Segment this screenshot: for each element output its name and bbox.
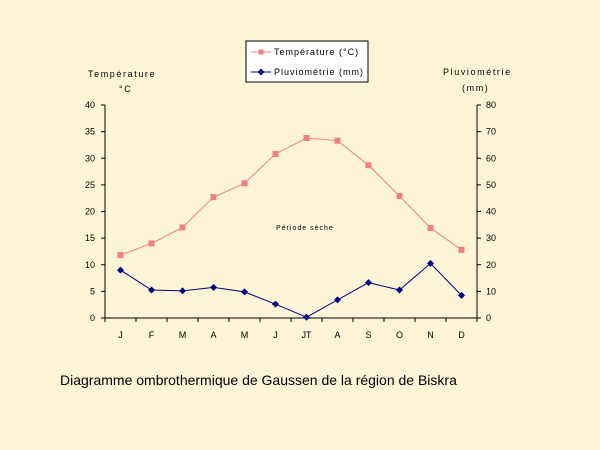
right-tick-label: 30	[486, 233, 496, 243]
x-tick-label: O	[396, 330, 403, 340]
temperature-point	[458, 246, 465, 253]
rain-point	[396, 286, 403, 294]
left-tick-label: 40	[85, 100, 95, 110]
x-tick-label: A	[210, 330, 216, 340]
rain-point	[148, 286, 155, 294]
left-tick-label: 0	[90, 313, 95, 323]
right-axis-title-line1: Pluviométrie	[443, 67, 512, 77]
rain-point	[427, 259, 434, 267]
temperature-point	[148, 240, 155, 247]
right-axis-title-line2: (mm)	[462, 83, 489, 93]
rain-point	[365, 279, 372, 287]
temperature-point	[396, 193, 403, 200]
rain-line	[120, 262, 462, 318]
x-tick-label: J	[273, 330, 278, 340]
temperature-point	[272, 150, 279, 157]
temperature-point	[241, 180, 248, 187]
x-axis-ticks: J F M A M J JT A S O N D	[104, 318, 478, 340]
left-tick-label: 5	[90, 286, 95, 296]
axes	[104, 105, 478, 319]
legend-label-rain: Pluviométrie (mm)	[274, 67, 364, 77]
legend-swatch-temperature-marker	[258, 49, 264, 55]
rain-point	[117, 266, 124, 274]
rain-point	[303, 313, 310, 321]
left-tick-label: 15	[85, 233, 95, 243]
left-tick-label: 30	[85, 153, 95, 163]
legend-box	[245, 40, 369, 83]
x-tick-label: J	[118, 330, 123, 340]
x-tick-label: M	[179, 330, 187, 340]
right-tick-label: 10	[486, 286, 496, 296]
right-tick-label: 40	[486, 207, 496, 217]
right-tick-label: 80	[486, 100, 496, 110]
left-axis-title-line1: Température	[88, 69, 156, 79]
right-tick-label: 60	[486, 153, 496, 163]
right-tick-label: 20	[486, 260, 496, 270]
series-rain	[117, 259, 465, 321]
x-tick-label: F	[149, 330, 155, 340]
chart-caption: Diagramme ombrothermique de Gaussen de l…	[60, 372, 457, 388]
x-tick-label: S	[365, 330, 371, 340]
right-tick-label: 70	[486, 127, 496, 137]
annotation-dry-period: Période sèche	[276, 225, 334, 232]
temperature-point	[427, 225, 434, 232]
rain-point	[241, 288, 248, 296]
x-tick-label: N	[427, 330, 434, 340]
temperature-point	[334, 137, 341, 144]
legend-swatch-rain-marker	[257, 68, 265, 76]
temperature-point	[179, 224, 186, 231]
x-tick-label: JT	[302, 330, 313, 340]
left-tick-label: 35	[85, 127, 95, 137]
legend: Température (°C) Pluviométrie (mm)	[245, 40, 369, 83]
rain-point	[272, 300, 279, 308]
temperature-point	[303, 135, 310, 142]
temperature-line	[120, 137, 462, 256]
rain-point	[179, 287, 186, 295]
x-tick-label: M	[241, 330, 249, 340]
left-axis-title-line2: °C	[119, 84, 132, 94]
temperature-point	[210, 194, 217, 201]
temperature-point	[117, 252, 124, 259]
right-tick-label: 0	[486, 313, 491, 323]
left-tick-label: 25	[85, 180, 95, 190]
right-axis-ticks: 0 10 20 30 40 50 60 70 80	[477, 100, 496, 323]
left-axis-ticks: 0 5 10 15 20 25 30 35 40	[85, 100, 105, 323]
series-temperature	[117, 135, 465, 259]
rain-point	[210, 283, 217, 291]
temperature-point	[365, 162, 372, 169]
left-tick-label: 20	[85, 207, 95, 217]
left-tick-label: 10	[85, 260, 95, 270]
rain-point	[334, 296, 341, 304]
x-tick-label: D	[458, 330, 465, 340]
x-tick-label: A	[334, 330, 340, 340]
right-tick-label: 50	[486, 180, 496, 190]
rain-point	[458, 291, 465, 299]
legend-label-temperature: Température (°C)	[274, 47, 359, 57]
